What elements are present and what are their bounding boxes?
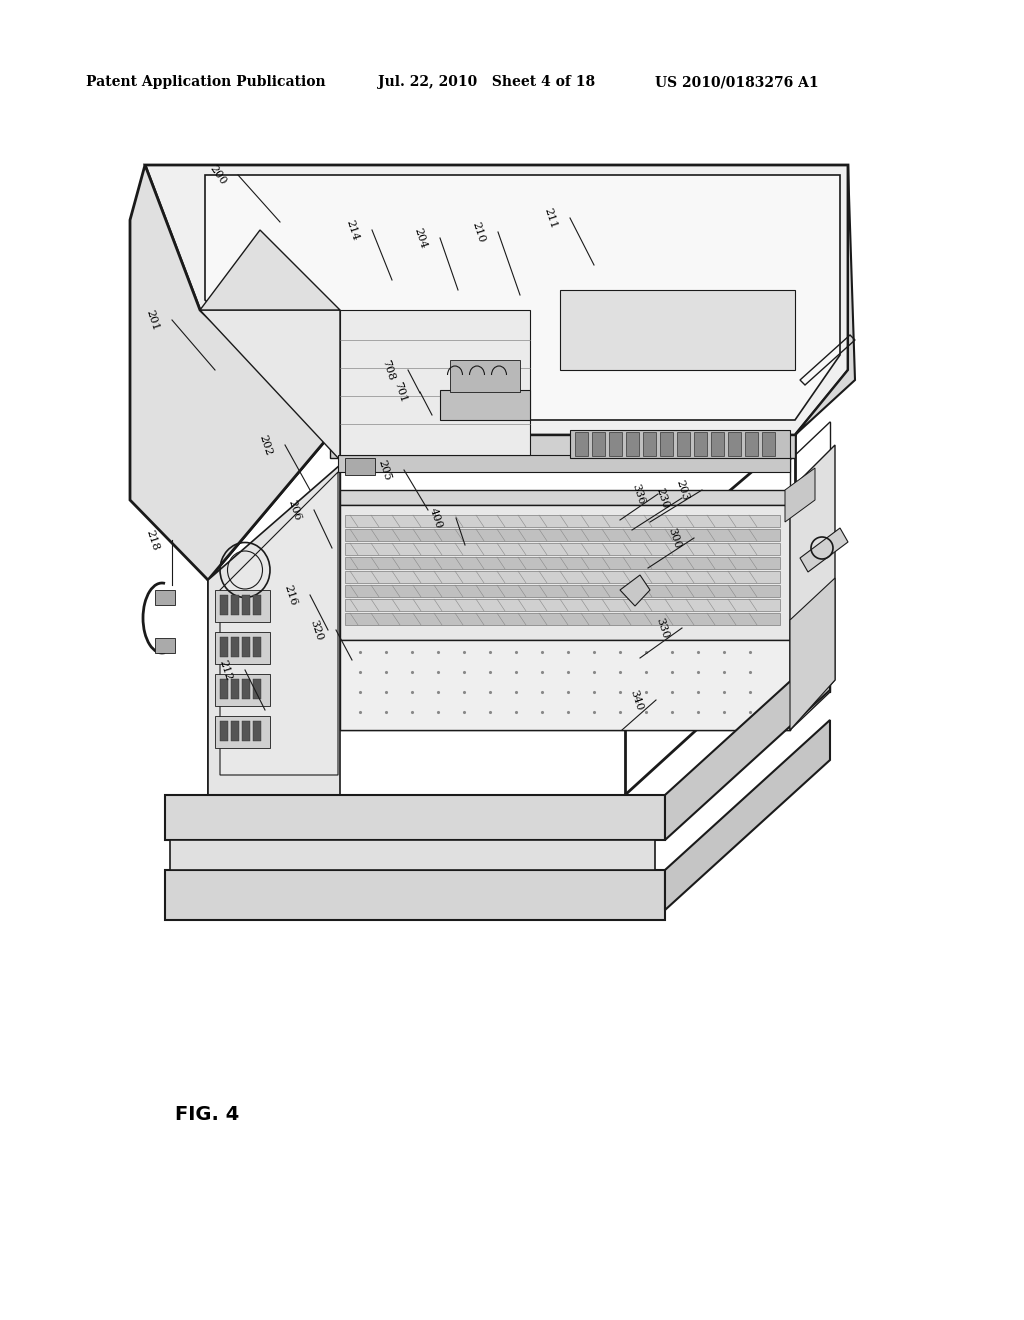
Text: 708: 708 [380,358,396,381]
Polygon shape [345,515,780,527]
Text: 211: 211 [542,206,558,230]
Polygon shape [220,638,228,657]
Polygon shape [762,432,775,455]
Polygon shape [440,389,530,420]
Polygon shape [330,436,795,458]
Polygon shape [345,612,780,624]
Polygon shape [231,595,239,615]
Polygon shape [338,455,790,473]
Polygon shape [165,795,665,840]
Polygon shape [215,632,270,664]
Text: Patent Application Publication: Patent Application Publication [86,75,326,88]
Polygon shape [609,432,622,455]
Polygon shape [200,310,340,459]
Text: 204: 204 [412,226,428,249]
Polygon shape [220,595,228,615]
Text: 210: 210 [470,220,486,244]
Text: 200: 200 [208,164,228,186]
Text: 205: 205 [376,458,392,482]
Polygon shape [231,721,239,741]
Polygon shape [790,578,835,730]
Polygon shape [155,638,175,653]
Polygon shape [785,469,815,521]
Text: 202: 202 [257,433,273,457]
Polygon shape [728,432,741,455]
Polygon shape [253,638,261,657]
Polygon shape [626,432,639,455]
Text: 206: 206 [286,498,302,521]
Polygon shape [745,432,758,455]
Text: 320: 320 [308,618,324,642]
Text: Jul. 22, 2010   Sheet 4 of 18: Jul. 22, 2010 Sheet 4 of 18 [378,75,595,88]
Polygon shape [242,678,250,700]
Polygon shape [208,465,340,795]
Text: 701: 701 [392,380,408,404]
Polygon shape [215,715,270,748]
Polygon shape [220,721,228,741]
Text: 214: 214 [344,218,360,242]
Polygon shape [340,490,790,506]
Polygon shape [620,576,650,606]
Polygon shape [340,506,790,640]
Text: 400: 400 [428,507,444,529]
Polygon shape [220,678,228,700]
Polygon shape [592,432,605,455]
Text: 300: 300 [666,527,682,549]
Polygon shape [165,870,665,920]
Polygon shape [800,528,848,572]
Text: 218: 218 [144,528,160,552]
Polygon shape [253,595,261,615]
Polygon shape [253,721,261,741]
Polygon shape [795,165,855,436]
Polygon shape [231,638,239,657]
Polygon shape [242,595,250,615]
Polygon shape [677,432,690,455]
Polygon shape [170,840,655,870]
Polygon shape [643,432,656,455]
Text: 203: 203 [674,478,690,502]
Polygon shape [242,638,250,657]
Polygon shape [200,230,340,310]
Polygon shape [130,165,330,579]
Polygon shape [790,445,835,730]
Polygon shape [711,432,724,455]
Polygon shape [345,543,780,554]
Polygon shape [345,529,780,541]
Polygon shape [340,640,790,730]
Polygon shape [215,675,270,706]
Text: 212: 212 [217,659,233,681]
Polygon shape [665,645,830,840]
Polygon shape [345,572,780,583]
Polygon shape [345,557,780,569]
Polygon shape [215,590,270,622]
Polygon shape [205,176,840,420]
Polygon shape [231,678,239,700]
Text: 330: 330 [654,616,670,640]
Polygon shape [155,590,175,605]
Text: 336: 336 [630,482,646,506]
Polygon shape [665,719,830,909]
Polygon shape [345,585,780,597]
Polygon shape [575,432,588,455]
Polygon shape [450,360,520,392]
Text: 201: 201 [144,309,160,331]
Text: US 2010/0183276 A1: US 2010/0183276 A1 [655,75,818,88]
Text: 216: 216 [282,583,298,607]
Text: 230: 230 [654,486,670,510]
Polygon shape [220,473,338,775]
Polygon shape [242,721,250,741]
Polygon shape [340,310,530,455]
Text: 340: 340 [628,688,644,711]
Polygon shape [560,290,795,370]
Polygon shape [660,432,673,455]
Polygon shape [345,458,375,475]
Polygon shape [253,678,261,700]
Text: FIG. 4: FIG. 4 [175,1106,240,1125]
Polygon shape [570,430,790,458]
Polygon shape [145,165,848,436]
Polygon shape [694,432,707,455]
Polygon shape [345,599,780,611]
